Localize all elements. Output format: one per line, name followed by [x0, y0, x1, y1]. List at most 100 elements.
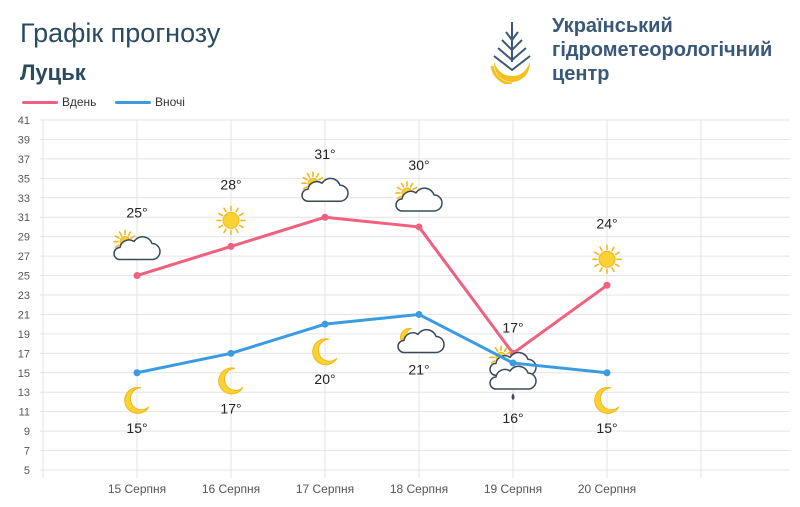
cloud-shape [489, 365, 537, 390]
night-temp-label: 21° [408, 361, 429, 377]
x-tick-label: 17 Серпня [296, 482, 354, 496]
drop-logo-icon [490, 22, 531, 84]
sun-disc [598, 250, 616, 268]
point-day [227, 242, 235, 250]
sun-ray [611, 246, 615, 252]
legend-item-night[interactable]: Вночі [115, 95, 185, 109]
sun-ray [611, 267, 615, 273]
series-line-day [136, 215, 608, 355]
sun-ray [594, 251, 600, 256]
night-temp-label: 17° [220, 400, 241, 416]
night-temp-label: 15° [126, 420, 147, 436]
sun-ray [599, 246, 603, 252]
y-tick-label: 21 [18, 309, 30, 321]
moon-shape [312, 338, 338, 366]
org-line-3: центр [552, 63, 610, 85]
x-tick-label: 16 Серпня [202, 482, 260, 496]
y-tick-label: 9 [24, 426, 30, 438]
day-temp-label: 30° [408, 157, 429, 173]
night-temp-label: 15° [596, 420, 617, 436]
day-temp-label: 24° [596, 215, 617, 231]
sun-ray [127, 231, 132, 237]
cloud-shape [395, 187, 443, 212]
y-tick-label: 19 [18, 329, 30, 341]
point-day [415, 223, 423, 231]
sun-ray [318, 176, 324, 181]
legend-label-night: Вночі [155, 95, 185, 109]
point-day [321, 213, 329, 221]
moon-icon [312, 338, 338, 366]
cloud-shape [113, 236, 161, 261]
sun-ray [118, 231, 123, 237]
sun-ray [494, 347, 499, 353]
point-night [133, 369, 141, 377]
y-tick-label: 39 [18, 134, 30, 146]
x-tick-label: 20 Серпня [578, 482, 636, 496]
sun-ray [400, 182, 405, 188]
y-tick-label: 35 [18, 173, 30, 185]
sun-ray [409, 182, 414, 188]
y-tick-label: 29 [18, 232, 30, 244]
sun-ray [235, 228, 239, 234]
sun-icon [216, 205, 246, 236]
sun-ray [599, 267, 603, 273]
sun-ray [594, 263, 600, 268]
sun-ray [490, 360, 496, 364]
legend-label-day: Вдень [62, 95, 97, 109]
org-line-1: Український [552, 15, 673, 37]
sun-ray [614, 263, 620, 268]
sun-ray [223, 207, 227, 213]
point-night [227, 349, 235, 357]
day-temp-label: 28° [220, 176, 241, 192]
point-night [415, 310, 423, 318]
y-tick-label: 25 [18, 271, 30, 283]
y-tick-label: 13 [18, 387, 30, 399]
sun-ray [503, 347, 508, 353]
point-night [321, 320, 329, 328]
page-title: Графік прогнозу [20, 18, 221, 48]
sun-ray [396, 186, 402, 191]
x-tick-label: 15 Серпня [108, 482, 166, 496]
moon-cloud-icon [397, 327, 445, 354]
y-tick-label: 5 [24, 465, 30, 477]
org-line-2: гідрометеорологічний [552, 39, 773, 61]
sun-ray [130, 235, 136, 239]
sun-ray [302, 185, 308, 190]
y-tick-label: 17 [18, 348, 30, 360]
y-tick-label: 31 [18, 212, 30, 224]
y-tick-label: 11 [19, 407, 30, 419]
rain-drop [511, 393, 515, 401]
sun-disc [222, 211, 240, 229]
sun-ray [218, 224, 224, 229]
moon-icon [218, 367, 244, 395]
sun-ray [302, 176, 308, 181]
organization-name: Український гідрометеорологічний центр [552, 14, 792, 86]
moon-icon [594, 386, 620, 414]
day-temp-label: 17° [502, 319, 523, 335]
sun-ray [412, 186, 418, 191]
point-day [603, 281, 611, 289]
moon-shape [218, 367, 244, 395]
cloud-rain-icon [489, 365, 537, 401]
moon-shape [594, 386, 620, 414]
y-tick-label: 41 [18, 115, 30, 127]
sun-ray [238, 212, 244, 217]
sun-ray [235, 207, 239, 213]
legend-item-day[interactable]: Вдень [22, 95, 96, 109]
point-night [603, 369, 611, 377]
sun-ray [218, 212, 224, 217]
night-temp-label: 16° [502, 410, 523, 426]
sun-ray [114, 244, 120, 248]
sun-cloud-icon [113, 229, 161, 261]
sun-cloud-icon [395, 181, 443, 212]
sun-cloud-icon [301, 171, 349, 202]
cloud-shape [397, 328, 445, 354]
series-line-night [136, 312, 608, 375]
sun-ray [223, 228, 227, 234]
day-temp-label: 31° [314, 146, 335, 162]
night-temp-label: 20° [314, 371, 335, 387]
sun-ray [315, 172, 320, 178]
sun-icon [592, 244, 622, 275]
y-tick-label: 15 [18, 368, 30, 380]
